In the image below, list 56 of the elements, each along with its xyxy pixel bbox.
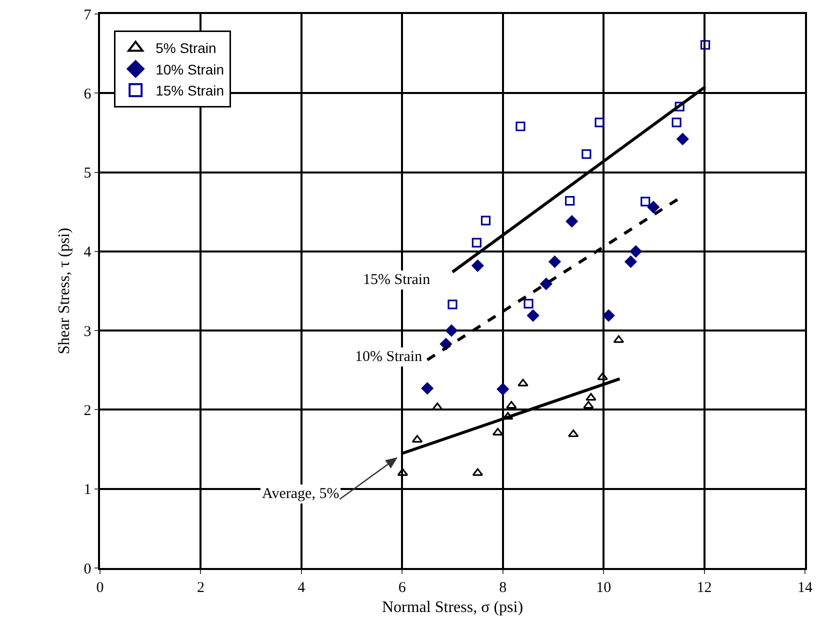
point xyxy=(472,238,482,248)
legend-label: 5% Strain xyxy=(156,40,216,56)
y-tick-label: 6 xyxy=(84,86,92,102)
y-tick-label: 7 xyxy=(84,7,92,24)
point xyxy=(672,118,682,128)
point xyxy=(448,300,458,310)
point xyxy=(583,400,594,409)
point xyxy=(566,215,578,228)
point xyxy=(674,102,684,112)
y-tick-label: 0 xyxy=(84,561,92,578)
y-tick-label: 1 xyxy=(84,482,92,498)
x-tick-label: 12 xyxy=(696,580,712,596)
point xyxy=(548,256,561,268)
annotation: 10% Strain xyxy=(355,349,423,365)
point xyxy=(594,118,604,128)
legend-label: 15% Strain xyxy=(156,82,224,99)
x-tick-label: 14 xyxy=(798,580,813,596)
point xyxy=(518,378,528,386)
point xyxy=(480,216,491,226)
y-tick-label: 4 xyxy=(84,244,92,261)
point xyxy=(597,372,608,380)
point xyxy=(700,40,710,50)
x-tick-label: 6 xyxy=(398,580,406,596)
point xyxy=(472,260,484,272)
point xyxy=(516,122,526,132)
x-axis-title: Normal Stress, σ (psi) xyxy=(382,598,524,616)
point xyxy=(540,278,552,290)
point xyxy=(412,434,423,443)
x-tick-label: 2 xyxy=(196,580,204,596)
point xyxy=(506,400,517,409)
point xyxy=(647,201,660,214)
point xyxy=(565,196,575,206)
point xyxy=(568,429,579,438)
point xyxy=(602,310,615,322)
annotation: Average, 5% xyxy=(262,486,340,502)
point xyxy=(496,383,509,396)
x-tick-label: 10 xyxy=(596,580,612,596)
point xyxy=(676,133,689,146)
y-tick-label: 2 xyxy=(84,402,92,419)
point xyxy=(630,245,642,258)
y-axis-title: Shear Stress, τ (psi) xyxy=(56,228,74,354)
point xyxy=(524,298,534,308)
point xyxy=(445,324,458,337)
x-tick-label: 4 xyxy=(298,580,306,596)
y-tick-label: 5 xyxy=(84,166,92,182)
point xyxy=(624,256,637,268)
point xyxy=(527,310,540,322)
point xyxy=(582,149,592,159)
x-tick-label: 0 xyxy=(96,580,104,596)
x-tick-label: 8 xyxy=(499,580,507,596)
point xyxy=(421,382,434,394)
annotation: 15% Strain xyxy=(363,272,431,288)
point xyxy=(586,393,596,401)
point xyxy=(640,196,650,206)
y-tick-label: 3 xyxy=(84,324,92,340)
legend-label: 10% Strain xyxy=(156,61,224,78)
